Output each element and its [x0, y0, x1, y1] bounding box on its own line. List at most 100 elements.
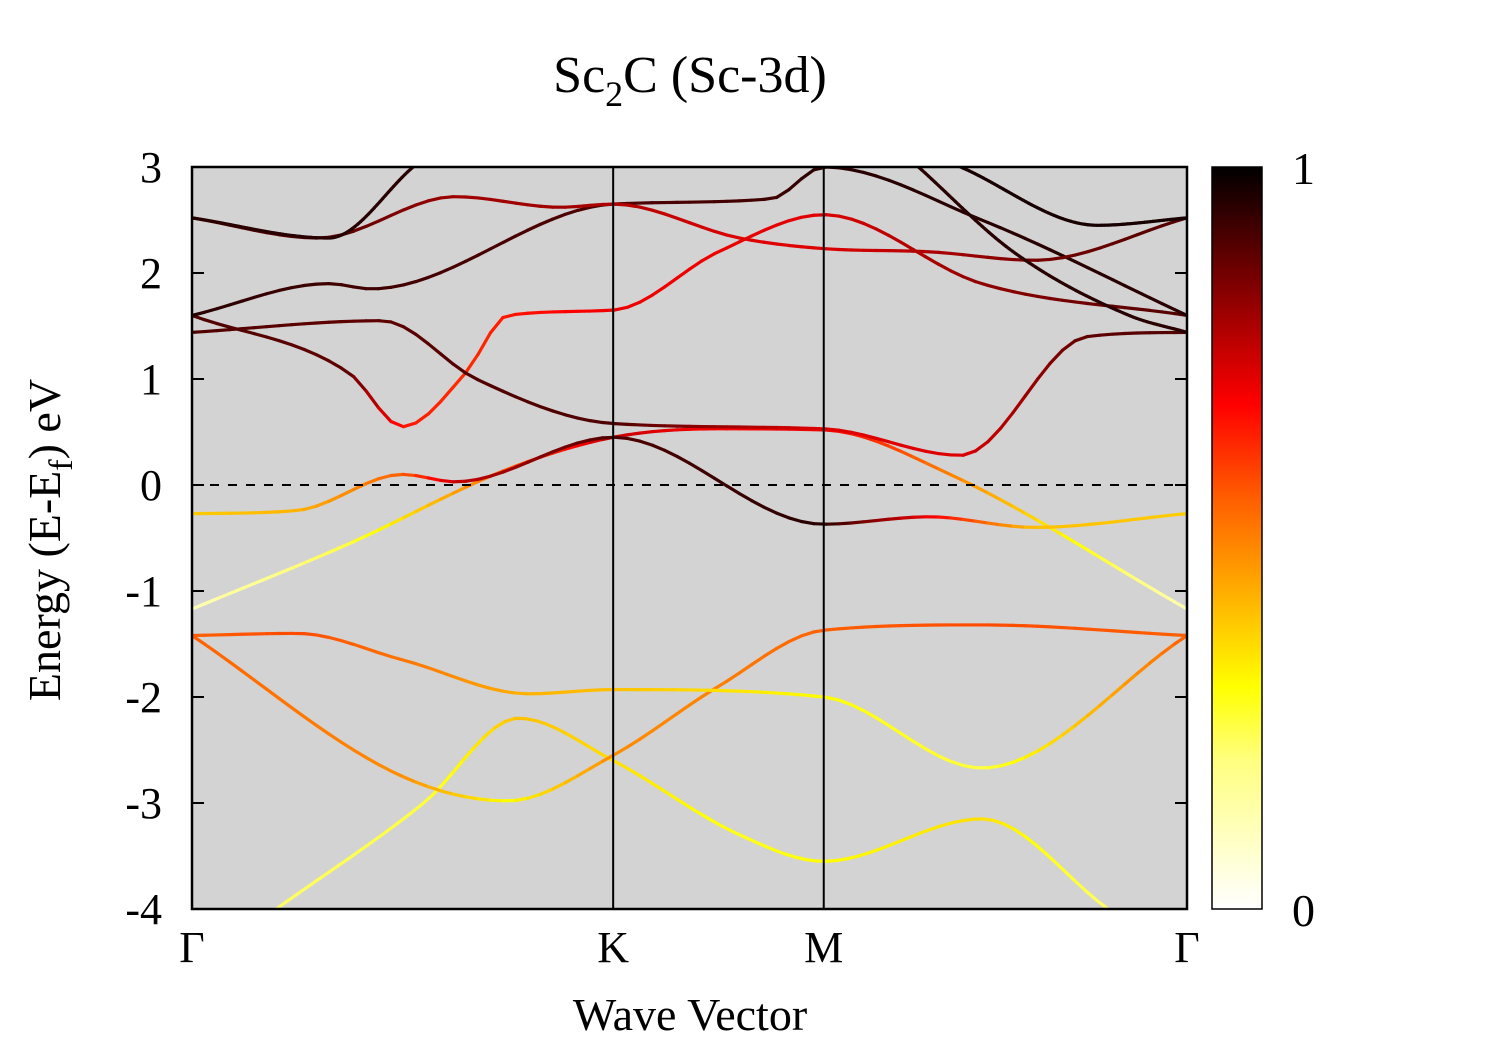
band-segment	[899, 240, 915, 252]
band-segment	[712, 476, 729, 488]
band-segment	[799, 168, 816, 181]
band-segment	[732, 830, 746, 839]
band-segment	[1123, 630, 1139, 635]
band-segment	[837, 521, 853, 526]
y-tick-label: -2	[125, 673, 162, 722]
band-segment	[426, 497, 443, 507]
band-segment	[215, 592, 231, 601]
band-segment	[886, 440, 903, 447]
band-segment	[426, 196, 443, 203]
band-segment	[837, 428, 853, 434]
band-segment	[986, 764, 1003, 770]
band-segment	[513, 796, 530, 803]
band-segment	[675, 703, 692, 716]
band-segment	[837, 214, 853, 221]
band-segment	[551, 781, 567, 791]
band-segment	[675, 454, 692, 465]
band-segment	[924, 747, 940, 758]
band-segment	[575, 440, 592, 448]
band-segment	[981, 817, 996, 823]
band-segment	[227, 327, 244, 332]
band-segment	[588, 202, 605, 208]
band-segment	[1148, 514, 1164, 520]
band-segment	[1061, 298, 1077, 304]
band-segment	[513, 201, 530, 207]
band-segment	[240, 295, 256, 303]
band-segment	[551, 212, 567, 221]
band-segment	[638, 774, 653, 784]
band-segment	[464, 253, 480, 263]
band-segment	[215, 651, 231, 664]
band-segment	[986, 283, 1003, 291]
band-segment	[265, 687, 281, 701]
y-tick-label: 1	[140, 355, 162, 404]
band-segment	[936, 467, 953, 477]
band-segment	[426, 666, 443, 674]
band-segment	[886, 233, 903, 244]
band-segment	[849, 703, 866, 713]
band-segment	[1110, 518, 1127, 524]
band-segment	[998, 287, 1015, 294]
band-segment	[886, 444, 903, 453]
band-segment	[659, 787, 673, 798]
band-segment	[451, 259, 468, 269]
band-segment	[252, 325, 269, 330]
band-segment	[1160, 632, 1177, 637]
band-segment	[712, 246, 729, 256]
band-segment	[314, 550, 331, 560]
band-segment	[700, 469, 716, 480]
band-segment	[625, 737, 642, 749]
band-segment	[961, 275, 978, 284]
band-segment	[389, 819, 403, 831]
band-segment	[327, 282, 343, 287]
band-segment	[1085, 627, 1102, 632]
band-segment	[936, 754, 953, 764]
band-segment	[439, 491, 455, 501]
band-segment	[762, 223, 779, 232]
band-segment	[762, 240, 779, 246]
band-segment	[202, 318, 219, 326]
band-segment	[192, 310, 207, 317]
band-segment	[1135, 578, 1152, 589]
band-segment	[414, 662, 430, 670]
band-segment	[1033, 842, 1048, 855]
band-segment	[352, 482, 368, 492]
band-segment	[1023, 511, 1040, 523]
band-segment	[799, 245, 816, 250]
band-segment	[862, 435, 878, 443]
band-segment	[824, 213, 841, 218]
band-segment	[1085, 246, 1102, 254]
band-segment	[265, 288, 281, 296]
band-segment	[750, 238, 766, 244]
band-segment	[862, 709, 878, 720]
band-segment	[399, 811, 414, 823]
band-segment	[538, 450, 555, 459]
band-segment	[414, 332, 430, 346]
band-segment	[936, 199, 953, 209]
band-segment	[227, 660, 244, 673]
band-segment	[1054, 861, 1069, 875]
band-segment	[414, 199, 430, 207]
band-segment	[862, 170, 878, 178]
band-segment	[1023, 377, 1040, 398]
band-segment	[737, 663, 754, 675]
band-segment	[409, 802, 424, 815]
band-segment	[750, 197, 766, 202]
band-band-1	[274, 716, 1110, 909]
band-segment	[576, 738, 590, 748]
band-segment	[998, 760, 1015, 768]
band-segment	[376, 406, 393, 424]
band-segment	[277, 339, 294, 347]
band-segment	[575, 767, 592, 778]
band-segment	[787, 516, 804, 524]
band-segment	[1110, 278, 1127, 288]
band-segment	[936, 515, 953, 520]
band-segment	[774, 219, 791, 227]
band-segment	[314, 633, 331, 639]
band-segment	[824, 427, 841, 432]
band-segment	[613, 422, 629, 426]
band-segment	[973, 280, 990, 288]
band-segment	[961, 449, 978, 457]
